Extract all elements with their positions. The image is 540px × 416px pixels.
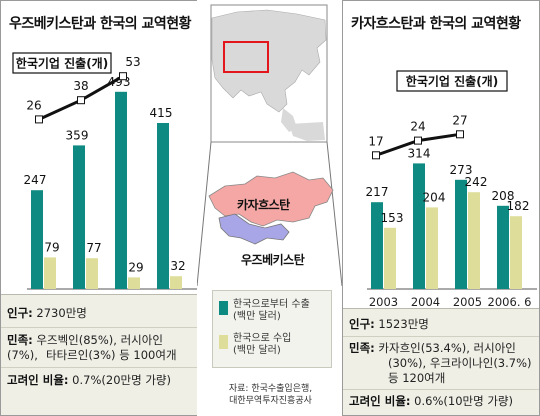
uzbekistan-info-box: 인구: 2730만명 민족: 우즈벡인(85%), 러시아인(7%), 타타르인… bbox=[1, 294, 197, 415]
export-value-label: 208 bbox=[492, 189, 515, 203]
export-bar bbox=[371, 202, 383, 289]
export-value-label: 217 bbox=[366, 185, 389, 199]
companies-point bbox=[372, 151, 380, 160]
ethnicity-value-cont: (30%), 우크라이나인(3.7%) bbox=[388, 356, 532, 370]
legend-export-unit: (백만 달러) bbox=[233, 311, 281, 322]
import-bar bbox=[44, 257, 56, 289]
export-bar bbox=[73, 145, 85, 289]
companies-line-tag: 한국기업 진출(개) bbox=[12, 52, 112, 74]
companies-value-label: 53 bbox=[125, 55, 140, 69]
population-label: 인구: bbox=[7, 306, 33, 320]
kazakhstan-label: 카자흐스탄 bbox=[237, 198, 290, 212]
x-tick-label: 2005 bbox=[453, 295, 482, 309]
ethnicity-value: 카자흐인(53.4%), 러시아인 bbox=[378, 341, 516, 355]
legend-export-label: 한국으로부터 수출 bbox=[233, 299, 310, 310]
kazakhstan-shape bbox=[208, 171, 334, 227]
import-value-label: 182 bbox=[507, 199, 530, 213]
uzbekistan-shape bbox=[218, 213, 290, 245]
import-value-label: 29 bbox=[128, 260, 143, 274]
australia-landmass bbox=[289, 122, 325, 141]
ethnicity-value: 우즈벡인(85%), 러시아인(7%), bbox=[7, 333, 163, 362]
korean-ratio-label: 고려인 비율: bbox=[7, 373, 69, 387]
x-tick-label: 2003 bbox=[369, 295, 398, 309]
export-value-label: 415 bbox=[150, 106, 173, 120]
export-value-label: 273 bbox=[450, 163, 473, 177]
import-bar bbox=[86, 258, 98, 289]
export-bar bbox=[31, 190, 43, 289]
kazakhstan-panel: 카자흐스탄과 한국의 교역현황 217 153 2003 314 204 2004 273 2… bbox=[342, 0, 540, 416]
legend: 한국으로부터 수출 (백만 달러) 한국으로 수입 (백만 달러) bbox=[212, 290, 332, 368]
import-value-label: 32 bbox=[170, 259, 185, 273]
import-value-label: 204 bbox=[423, 190, 446, 204]
export-value-label: 247 bbox=[24, 173, 47, 187]
population-label: 인구: bbox=[349, 317, 375, 331]
korean-ratio-value: 0.6%(10만명 가량) bbox=[414, 394, 513, 408]
import-value-label: 242 bbox=[465, 175, 488, 189]
companies-value-label: 24 bbox=[410, 120, 425, 134]
highlight-region-box bbox=[223, 41, 269, 73]
import-value-label: 79 bbox=[44, 240, 59, 254]
population-value: 2730만명 bbox=[36, 306, 87, 320]
uzbekistan-chart-title: 우즈베키스탄과 한국의 교역현황 bbox=[9, 16, 192, 32]
companies-value-label: 38 bbox=[73, 79, 88, 93]
export-bar bbox=[157, 123, 169, 289]
companies-point bbox=[119, 72, 127, 81]
export-bar bbox=[413, 163, 425, 289]
ethnicity-label: 민족: bbox=[7, 333, 33, 347]
uzbekistan-trade-chart: 247792003359772004493292005415322006. 62… bbox=[12, 52, 197, 290]
import-bar bbox=[128, 277, 140, 289]
kazakhstan-chart-title: 카자흐스탄과 한국의 교역현황 bbox=[351, 16, 521, 32]
export-swatch bbox=[219, 301, 228, 315]
ethnicity-value-cont2: 등 120여개 bbox=[388, 371, 446, 385]
export-bar bbox=[455, 179, 467, 289]
regional-map bbox=[197, 4, 342, 287]
companies-line-tag: 한국기업 진출(개) bbox=[396, 70, 508, 92]
export-value-label: 314 bbox=[408, 146, 431, 160]
ethnicity-value-cont: 타타르인(3%) 등 100여개 bbox=[46, 348, 177, 362]
import-bar bbox=[170, 276, 182, 289]
import-bar bbox=[384, 227, 396, 289]
import-swatch bbox=[219, 335, 228, 349]
export-value-label: 359 bbox=[66, 128, 89, 142]
companies-tag-box bbox=[12, 52, 112, 74]
companies-point bbox=[35, 115, 43, 124]
x-tick-label: 2006. 6 bbox=[488, 295, 532, 309]
legend-import-label: 한국으로 수입 bbox=[233, 333, 292, 344]
import-value-label: 77 bbox=[86, 241, 101, 255]
import-bar bbox=[468, 192, 480, 289]
x-tick-label: 2004 bbox=[411, 295, 440, 309]
export-bar bbox=[497, 205, 509, 289]
legend-import-unit: (백만 달러) bbox=[233, 345, 281, 356]
companies-value-label: 26 bbox=[26, 98, 41, 112]
source-line1: 자료: 한국수출입은행, bbox=[228, 384, 313, 394]
population-value: 1523만명 bbox=[378, 317, 429, 331]
companies-value-label: 17 bbox=[368, 134, 383, 148]
import-bar bbox=[426, 207, 438, 289]
source-note: 자료: 한국수출입은행, 대한무역투자진흥공사 bbox=[203, 383, 338, 407]
companies-tag-box bbox=[396, 70, 508, 92]
companies-tag-label: 한국기업 진출(개) bbox=[406, 74, 498, 89]
companies-point bbox=[456, 130, 464, 139]
import-bar bbox=[510, 216, 522, 289]
korean-ratio-value: 0.7%(20만명 가량) bbox=[72, 373, 171, 387]
uzbekistan-label: 우즈베키스탄 bbox=[241, 253, 305, 267]
companies-point bbox=[77, 96, 85, 105]
kazakhstan-info-box: 인구: 1523만명 민족: 카자흐인(53.4%), 러시아인 (30%), … bbox=[343, 308, 539, 415]
source-line2: 대한무역투자진흥공사 bbox=[229, 396, 312, 406]
import-value-label: 153 bbox=[381, 211, 404, 225]
companies-tag-label: 한국기업 진출(개) bbox=[16, 56, 108, 71]
companies-point bbox=[414, 136, 422, 145]
ethnicity-label: 민족: bbox=[349, 341, 375, 355]
uzbekistan-panel: 우즈베키스탄과 한국의 교역현황 24779200335977200449329… bbox=[0, 0, 198, 416]
companies-value-label: 27 bbox=[452, 113, 467, 127]
export-bar bbox=[115, 91, 127, 289]
korean-ratio-label: 고려인 비율: bbox=[349, 394, 411, 408]
